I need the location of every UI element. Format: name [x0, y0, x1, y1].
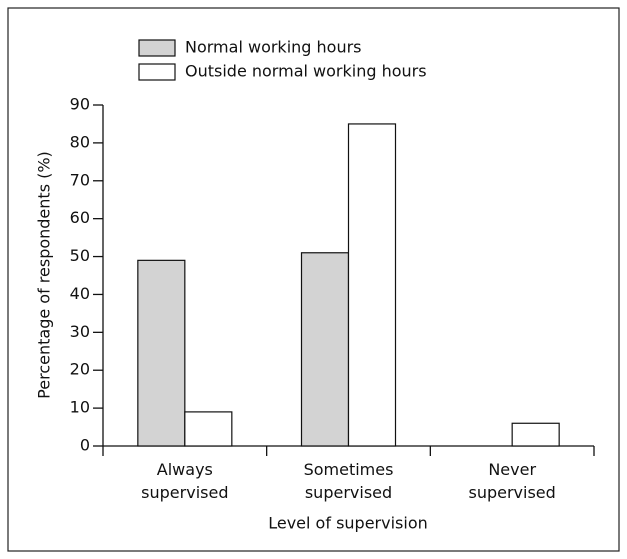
y-tick-label: 80	[70, 132, 90, 151]
x-axis-label: Level of supervision	[268, 514, 428, 533]
y-tick-label: 60	[70, 208, 90, 227]
bar	[137, 259, 186, 447]
legend-swatch	[138, 63, 176, 81]
legend-label: Normal working hours	[185, 38, 362, 57]
y-tick-label: 70	[70, 170, 90, 189]
y-tick-label: 90	[70, 95, 90, 114]
x-tick-label: Sometimes supervised	[304, 460, 394, 502]
y-tick-label: 20	[70, 360, 90, 379]
bar	[184, 411, 233, 447]
y-tick-label: 10	[70, 398, 90, 417]
legend-label: Outside normal working hours	[185, 62, 427, 81]
y-tick-label: 40	[70, 284, 90, 303]
x-tick-label: Always supervised	[141, 460, 228, 502]
y-tick-label: 0	[80, 436, 90, 455]
y-tick-label: 50	[70, 246, 90, 265]
bar	[347, 123, 397, 447]
bar	[300, 252, 350, 447]
y-axis-label: Percentage of respondents (%)	[35, 151, 54, 399]
y-tick-label: 30	[70, 322, 90, 341]
x-tick-label: Never supervised	[469, 460, 556, 502]
legend-swatch	[138, 39, 176, 57]
bar	[511, 422, 560, 447]
frame	[7, 7, 620, 552]
